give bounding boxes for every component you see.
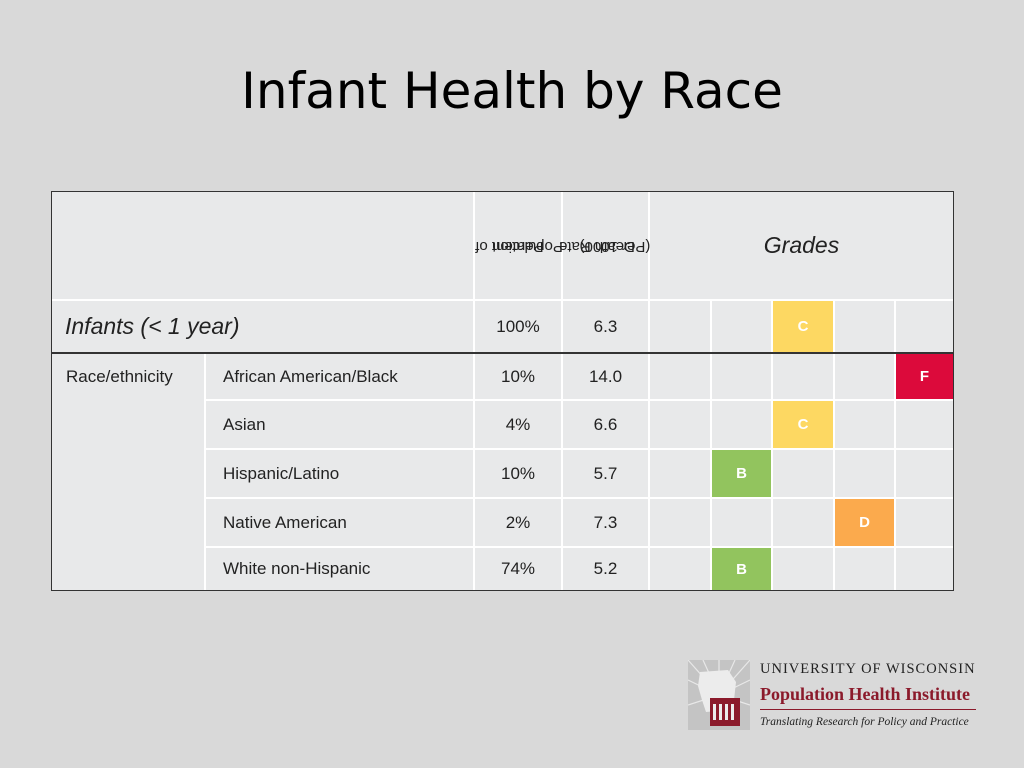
group-3-grade-cell-f xyxy=(896,499,953,546)
group-3-grade-cell-c xyxy=(773,499,833,546)
uw-population-health-logo: UNIVERSITY OF WISCONSIN Population Healt… xyxy=(687,659,988,732)
group-0-grade-cell-c xyxy=(773,354,833,399)
group-label: African American/Black xyxy=(206,354,473,399)
group-0-grade-badge: F xyxy=(896,354,953,399)
group-death-rate: 6.6 xyxy=(563,401,648,448)
wisconsin-seal-icon xyxy=(687,659,751,730)
group-4-grade-cell-c xyxy=(773,548,833,590)
grades-heading: Grades xyxy=(763,232,840,258)
group-label: Hispanic/Latino xyxy=(206,450,473,497)
group-1-grade-cell-d xyxy=(835,401,894,448)
group-4-grade-cell-f xyxy=(896,548,953,590)
slide-title: Infant Health by Race xyxy=(241,62,783,120)
group-2-grade-badge: B xyxy=(712,450,771,497)
race-ethnicity-label: Race/ethnicity xyxy=(52,354,204,590)
header-percent-of-population: Percent of Population xyxy=(475,192,563,299)
group-death-rate: 5.7 xyxy=(563,450,648,497)
infants-grade-cell-f xyxy=(896,301,953,352)
group-3-grade-badge: D xyxy=(835,499,894,546)
group-death-rate: 5.2 xyxy=(563,548,648,590)
group-label: Native American xyxy=(206,499,473,546)
logo-tagline: Translating Research for Policy and Prac… xyxy=(760,716,969,728)
group-2-grade-cell-a xyxy=(650,450,710,497)
group-0-grade-cell-d xyxy=(835,354,894,399)
header-grades: Grades xyxy=(650,192,953,299)
group-1-grade-badge: C xyxy=(773,401,833,448)
group-death-rate: 7.3 xyxy=(563,499,648,546)
header-death-rate: Death Rate (Per 1000) xyxy=(559,192,650,299)
header-death-line2: (Per 1000) xyxy=(579,237,650,255)
group-4-grade-cell-d xyxy=(835,548,894,590)
group-2-grade-cell-d xyxy=(835,450,894,497)
group-2-grade-cell-c xyxy=(773,450,833,497)
group-label: Asian xyxy=(206,401,473,448)
race-ethnicity-text: Race/ethnicity xyxy=(66,367,173,386)
group-percent: 10% xyxy=(475,450,561,497)
logo-institute-name: Population Health Institute xyxy=(760,684,971,704)
group-4-grade-badge: B xyxy=(712,548,771,590)
logo-university-name: UNIVERSITY OF WISCONSIN xyxy=(760,661,976,677)
group-percent: 10% xyxy=(475,354,561,399)
header-percent-line2: Population xyxy=(491,237,563,255)
group-1-grade-cell-f xyxy=(896,401,953,448)
infants-label: Infants (< 1 year) xyxy=(52,301,473,352)
infant-health-table: Percent of Population Death Rate (Per 1000… xyxy=(51,191,954,591)
group-0-grade-cell-b xyxy=(712,354,771,399)
infants-grade-badge: C xyxy=(773,301,833,352)
infants-death-rate: 6.3 xyxy=(563,301,648,352)
group-percent: 2% xyxy=(475,499,561,546)
group-2-grade-cell-f xyxy=(896,450,953,497)
group-percent: 74% xyxy=(475,548,561,590)
group-0-grade-cell-a xyxy=(650,354,710,399)
infants-grade-cell-d xyxy=(835,301,894,352)
infants-divider xyxy=(52,352,953,354)
group-label: White non-Hispanic xyxy=(206,548,473,590)
group-3-grade-cell-a xyxy=(650,499,710,546)
logo-rule xyxy=(760,709,976,710)
group-1-grade-cell-b xyxy=(712,401,771,448)
group-percent: 4% xyxy=(475,401,561,448)
group-death-rate: 14.0 xyxy=(563,354,648,399)
group-3-grade-cell-b xyxy=(712,499,771,546)
group-1-grade-cell-a xyxy=(650,401,710,448)
infants-grade-cell-a xyxy=(650,301,710,352)
header-blank xyxy=(52,192,473,299)
infants-percent: 100% xyxy=(475,301,561,352)
group-4-grade-cell-a xyxy=(650,548,710,590)
infants-grade-cell-b xyxy=(712,301,771,352)
